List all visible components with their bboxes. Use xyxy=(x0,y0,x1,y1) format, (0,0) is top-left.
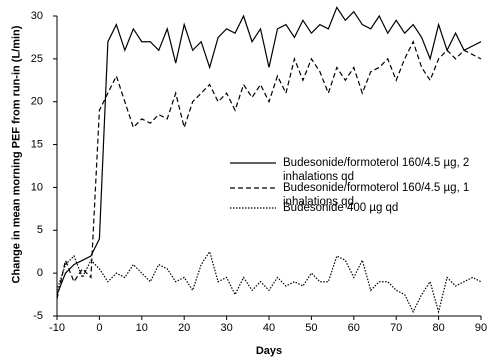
x-tick-label: 50 xyxy=(305,322,317,334)
x-tick-label: 20 xyxy=(178,322,190,334)
x-tick-label: 90 xyxy=(475,322,487,334)
x-axis-label: Days xyxy=(256,345,282,357)
y-tick-label: 5 xyxy=(37,224,43,236)
x-tick-label: 60 xyxy=(348,322,360,334)
y-tick-label: 10 xyxy=(31,181,43,193)
legend-entry: Budesonide/formoterol 160/4.5 µg, 1 inha… xyxy=(283,182,470,208)
y-axis-label: Change in mean morning PEF from run-in (… xyxy=(10,25,23,284)
x-tick-label: 30 xyxy=(220,322,232,334)
legend-entry: Budesonide/formoterol 160/4.5 µg, 2 inha… xyxy=(283,157,470,183)
legend-label: Budesonide 400 µg qd xyxy=(283,202,399,214)
x-tick-label: 80 xyxy=(432,322,444,334)
x-tick-label: -10 xyxy=(49,322,65,334)
y-tick-label: 0 xyxy=(37,267,43,279)
x-tick-label: 40 xyxy=(263,322,275,334)
legend-entry: Budesonide 400 µg qd xyxy=(283,202,399,214)
y-tick-label: -5 xyxy=(33,310,43,322)
x-tick-label: 10 xyxy=(136,322,148,334)
series-line xyxy=(56,40,482,299)
series-line xyxy=(56,6,482,295)
y-tick-label: 20 xyxy=(31,96,43,108)
y-tick-label: 25 xyxy=(31,53,43,65)
x-tick-label: 0 xyxy=(96,322,102,334)
legend-label: Budesonide/formoterol 160/4.5 µg, 2 inha… xyxy=(283,157,470,183)
y-tick-label: 15 xyxy=(31,138,43,150)
y-tick-label: 30 xyxy=(31,10,43,22)
x-tick-label: 70 xyxy=(390,322,402,334)
series-line xyxy=(56,250,482,315)
legend-label: Budesonide/formoterol 160/4.5 µg, 1 inha… xyxy=(283,182,470,208)
